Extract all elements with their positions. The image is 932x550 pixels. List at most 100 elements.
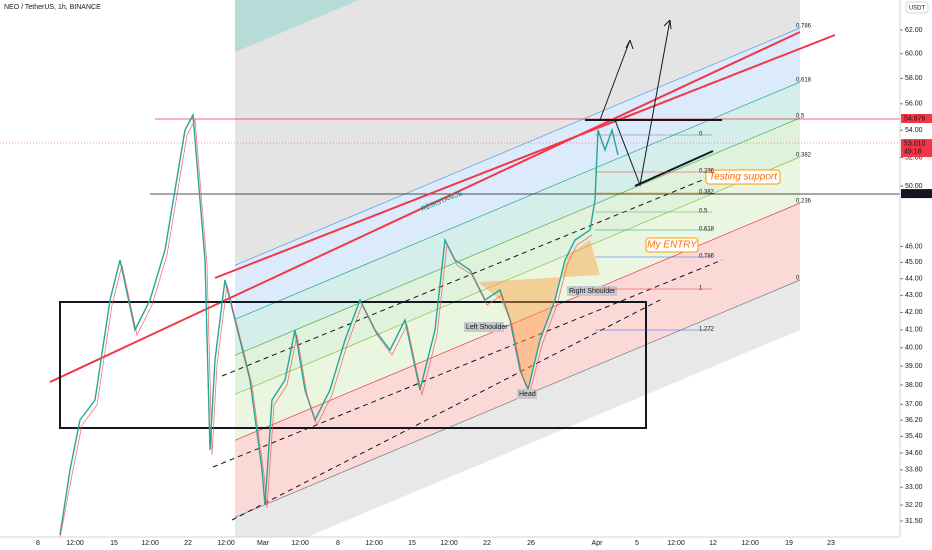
callout	[705, 169, 781, 185]
y-tick-label: 46.00	[905, 243, 923, 250]
callout	[645, 237, 699, 253]
x-tick-label: 12:00	[667, 540, 685, 547]
x-tick-label: 12:00	[440, 540, 458, 547]
y-tick-label: 35.40	[905, 433, 923, 440]
fib-line	[234, 156, 801, 395]
resistance-line	[214, 34, 836, 279]
y-tick-label: 52.00	[905, 154, 923, 161]
x-tick-label: 22	[483, 540, 491, 547]
fib-band	[235, 157, 800, 441]
x-tick-label: 8	[36, 540, 40, 547]
annotation: Head	[519, 391, 536, 398]
price-tag	[901, 139, 932, 158]
resistance-line	[49, 31, 801, 383]
y-tick-label: 33.80	[905, 467, 923, 474]
channel-line	[212, 259, 723, 468]
y-tick-label: 58.00	[905, 75, 923, 82]
fib-band	[235, 28, 800, 320]
y-tick-label: 39.00	[905, 363, 923, 370]
fib-label: 0.5	[699, 209, 708, 215]
x-tick-label: 12:00	[365, 540, 383, 547]
price-tag	[901, 114, 932, 124]
fib-line	[234, 27, 801, 266]
y-tick-label: 62.00	[905, 27, 923, 34]
fib-band	[235, 0, 800, 266]
projection	[599, 39, 631, 121]
y-tick-label: 41.00	[905, 327, 923, 334]
projection	[614, 19, 671, 187]
fib-label: 0.382	[796, 153, 812, 159]
fib-band	[235, 280, 800, 550]
arrowhead	[625, 19, 672, 50]
x-tick-label: 5	[635, 540, 639, 547]
x-tick-label: 15	[408, 540, 416, 547]
support-trend	[634, 150, 714, 187]
time-axis	[0, 537, 932, 550]
fib-label: 0.786	[796, 24, 812, 30]
fib-label: 0.618	[699, 227, 715, 233]
fib-line	[234, 81, 801, 320]
annotation: Right Shoulder	[569, 288, 616, 295]
y-tick-label: 33.00	[905, 484, 923, 491]
price-tag-label: 53.010	[904, 140, 926, 147]
label-box	[464, 322, 504, 332]
price-tag	[901, 189, 932, 199]
fib-label: 0.236	[796, 199, 812, 205]
price-tag-label: 49.478	[904, 190, 926, 197]
price-tag-label: 54.876	[904, 115, 926, 122]
y-tick-label: 31.50	[905, 518, 923, 525]
y-tick-label: 44.00	[905, 276, 923, 283]
fib-label: 0.786	[699, 254, 715, 260]
y-tick-label: 43.00	[905, 292, 923, 299]
y-tick-label: 45.00	[905, 259, 923, 266]
fib-line	[234, 117, 801, 356]
fib-label: 1.272	[699, 327, 715, 333]
x-tick-label: 12:00	[217, 540, 235, 547]
x-tick-label: Mar	[257, 540, 270, 547]
x-tick-label: 19	[785, 540, 793, 547]
x-tick-label: 12:00	[741, 540, 759, 547]
x-tick-label: 12:00	[66, 540, 84, 547]
fib-label: 0.5	[796, 114, 805, 120]
currency-button[interactable]	[905, 1, 929, 14]
y-tick-label: 36.20	[905, 417, 923, 424]
x-tick-label: 26	[527, 540, 535, 547]
symbol-title: NEO / TetherUS, 1h, BINANCE	[4, 4, 101, 11]
head-shoulders	[478, 240, 600, 390]
y-tick-label: 38.00	[905, 382, 923, 389]
annotation: Left Shoulder	[466, 324, 508, 331]
annotation: My ENTRY	[647, 240, 698, 251]
fib-band	[235, 82, 800, 356]
x-tick-label: 12:00	[141, 540, 159, 547]
fib-label: 0.382	[699, 190, 715, 196]
price-series	[59, 118, 593, 539]
y-tick-label: 56.00	[905, 101, 923, 108]
y-tick-label: 54.00	[905, 127, 923, 134]
price-series	[59, 112, 619, 536]
range-box	[59, 301, 647, 429]
y-tick-label: 40.00	[905, 345, 923, 352]
fib-label: 0	[796, 276, 800, 282]
fib-label: 1	[699, 286, 703, 292]
x-tick-label: 22	[184, 540, 192, 547]
currency[interactable]: USDT	[909, 6, 926, 12]
y-tick-label: 34.60	[905, 450, 923, 457]
price-axis	[900, 0, 932, 550]
fib-label: 0	[699, 132, 703, 138]
x-tick-label: 12:00	[291, 540, 309, 547]
fib-band	[235, 118, 800, 395]
label-box	[567, 286, 617, 296]
y-tick-label: 50.00	[905, 183, 923, 190]
label-box	[517, 389, 537, 399]
fib-label: 0.236	[699, 169, 715, 175]
x-tick-label: 23	[827, 540, 835, 547]
annotation: Testing support	[709, 172, 778, 183]
countdown: 49:18	[904, 148, 922, 155]
y-tick-label: 32.20	[905, 502, 923, 509]
y-tick-label: 60.00	[905, 51, 923, 58]
y-tick-label: 37.00	[905, 401, 923, 408]
x-tick-label: 12	[709, 540, 717, 547]
fib-label: 0.618	[796, 78, 812, 84]
